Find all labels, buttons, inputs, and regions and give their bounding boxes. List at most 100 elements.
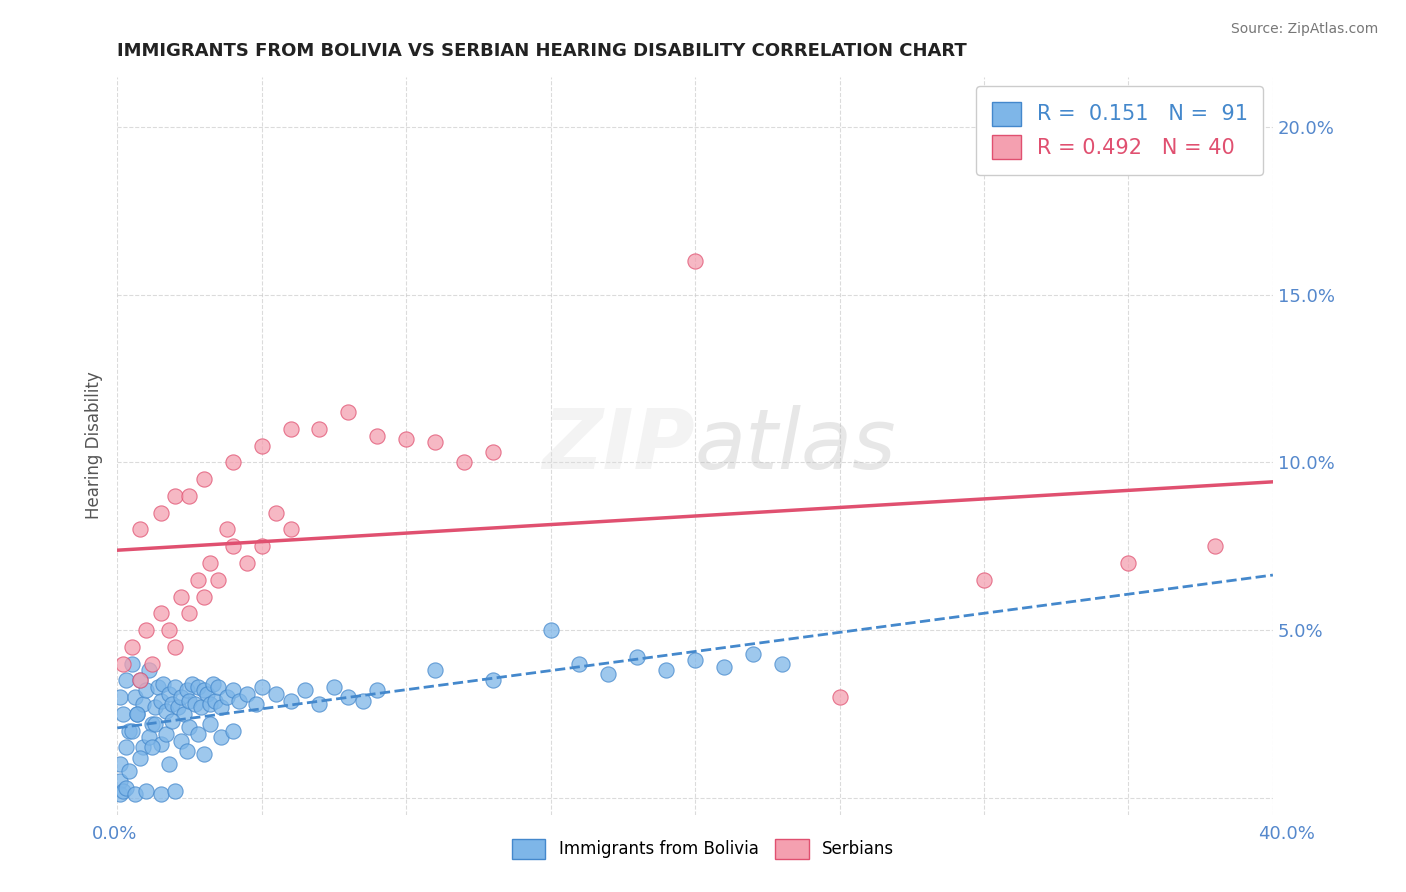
Point — [280, 422, 302, 436]
Point — [655, 663, 678, 677]
Point — [179, 489, 201, 503]
Point — [187, 727, 209, 741]
Point — [127, 706, 149, 721]
Point — [713, 660, 735, 674]
Point — [149, 607, 172, 621]
Point — [115, 740, 138, 755]
Point — [157, 623, 180, 637]
Point — [322, 680, 344, 694]
Point — [222, 723, 245, 738]
Point — [770, 657, 793, 671]
Point — [149, 506, 172, 520]
Point — [129, 523, 152, 537]
Point — [236, 556, 259, 570]
Point — [160, 714, 183, 728]
Point — [163, 640, 186, 654]
Point — [118, 764, 141, 778]
Point — [423, 435, 446, 450]
Y-axis label: Hearing Disability: Hearing Disability — [86, 372, 103, 519]
Point — [179, 693, 201, 707]
Point — [160, 697, 183, 711]
Text: 0.0%: 0.0% — [91, 825, 136, 843]
Point — [170, 733, 193, 747]
Point — [228, 693, 250, 707]
Point — [250, 539, 273, 553]
Point — [193, 747, 215, 761]
Point — [337, 690, 360, 705]
Point — [423, 663, 446, 677]
Point — [111, 706, 134, 721]
Point — [146, 680, 169, 694]
Point — [626, 649, 648, 664]
Point — [973, 573, 995, 587]
Point — [198, 556, 221, 570]
Point — [245, 697, 267, 711]
Point — [193, 683, 215, 698]
Point — [280, 523, 302, 537]
Legend: R =  0.151   N =  91, R = 0.492   N = 40: R = 0.151 N = 91, R = 0.492 N = 40 — [976, 87, 1263, 175]
Point — [204, 693, 226, 707]
Point — [124, 690, 146, 705]
Point — [215, 523, 238, 537]
Point — [215, 690, 238, 705]
Point — [157, 757, 180, 772]
Point — [141, 717, 163, 731]
Point — [352, 693, 374, 707]
Point — [141, 740, 163, 755]
Point — [264, 506, 287, 520]
Point — [132, 740, 155, 755]
Point — [129, 673, 152, 688]
Point — [683, 254, 706, 268]
Point — [195, 687, 218, 701]
Legend: Immigrants from Bolivia, Serbians: Immigrants from Bolivia, Serbians — [505, 832, 901, 866]
Point — [118, 723, 141, 738]
Point — [121, 640, 143, 654]
Point — [209, 731, 232, 745]
Point — [540, 623, 562, 637]
Point — [157, 687, 180, 701]
Point — [222, 539, 245, 553]
Text: Source: ZipAtlas.com: Source: ZipAtlas.com — [1230, 22, 1378, 37]
Point — [366, 428, 388, 442]
Point — [138, 663, 160, 677]
Point — [163, 680, 186, 694]
Point — [250, 680, 273, 694]
Point — [193, 590, 215, 604]
Point — [193, 472, 215, 486]
Point — [124, 788, 146, 802]
Point — [198, 697, 221, 711]
Point — [152, 677, 174, 691]
Point — [129, 750, 152, 764]
Point — [207, 573, 229, 587]
Point — [115, 780, 138, 795]
Point — [143, 700, 166, 714]
Text: ZIP: ZIP — [543, 405, 695, 486]
Point — [280, 693, 302, 707]
Point — [481, 673, 503, 688]
Point — [481, 445, 503, 459]
Point — [207, 680, 229, 694]
Point — [198, 717, 221, 731]
Point — [135, 784, 157, 798]
Point — [149, 788, 172, 802]
Point — [453, 455, 475, 469]
Text: IMMIGRANTS FROM BOLIVIA VS SERBIAN HEARING DISABILITY CORRELATION CHART: IMMIGRANTS FROM BOLIVIA VS SERBIAN HEARI… — [117, 42, 967, 60]
Point — [121, 723, 143, 738]
Point — [179, 720, 201, 734]
Point — [176, 744, 198, 758]
Point — [149, 737, 172, 751]
Point — [366, 683, 388, 698]
Point — [176, 683, 198, 698]
Point — [173, 706, 195, 721]
Point — [236, 687, 259, 701]
Point — [187, 573, 209, 587]
Point — [155, 727, 177, 741]
Point — [201, 677, 224, 691]
Point — [337, 405, 360, 419]
Point — [167, 700, 190, 714]
Point — [108, 757, 131, 772]
Point — [181, 677, 204, 691]
Point — [115, 673, 138, 688]
Point — [209, 700, 232, 714]
Point — [163, 489, 186, 503]
